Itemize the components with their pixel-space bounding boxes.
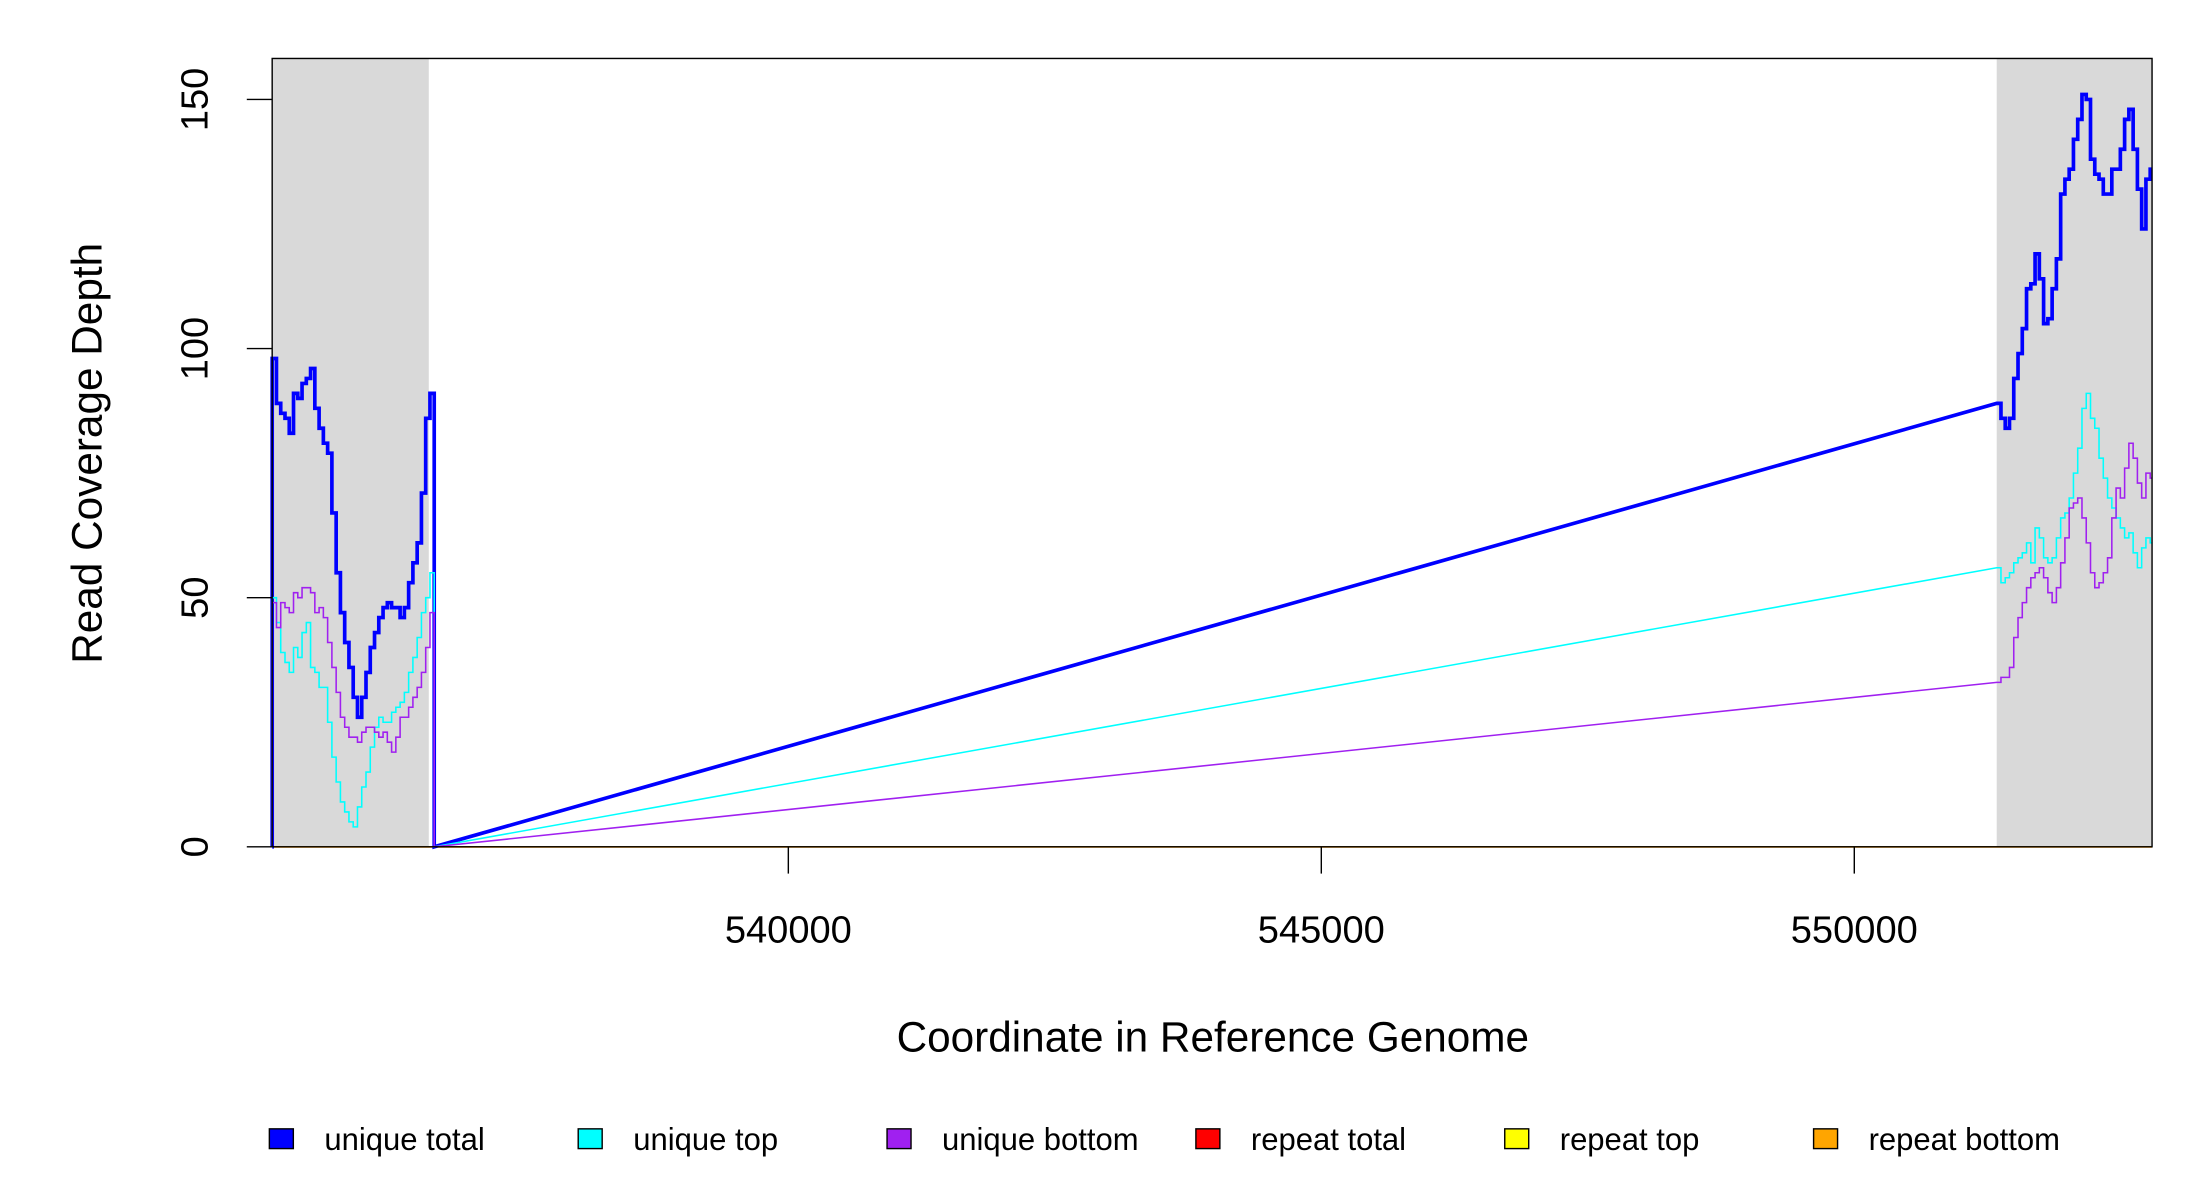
- x-axis: 540000 545000 550000: [725, 846, 1918, 952]
- legend-item: unique bottom: [886, 1122, 1139, 1157]
- legend-swatch: [577, 1128, 603, 1150]
- y-axis: 0 50 100 150: [174, 68, 273, 857]
- legend-label: unique bottom: [942, 1122, 1139, 1157]
- legend-label: repeat total: [1251, 1122, 1406, 1157]
- y-tick-label: 50: [174, 577, 216, 619]
- shaded-region-2: [1996, 58, 2152, 847]
- legend-swatch: [1195, 1128, 1221, 1150]
- legend: unique total unique top unique bottom repea…: [268, 1122, 2060, 1157]
- legend-item: unique total: [268, 1122, 485, 1157]
- legend-swatch: [1504, 1128, 1530, 1150]
- x-tick-label: 545000: [1258, 910, 1385, 952]
- series-unique-top: [271, 392, 2153, 848]
- legend-item: repeat bottom: [1812, 1122, 2060, 1157]
- x-axis-title: Coordinate in Reference Genome: [897, 1013, 1529, 1060]
- x-tick-label: 550000: [1791, 910, 1918, 952]
- series-unique-bottom: [271, 442, 2153, 848]
- y-tick-label: 0: [174, 836, 216, 857]
- shaded-region-1: [272, 58, 429, 847]
- legend-label: repeat top: [1560, 1122, 1700, 1157]
- y-tick-label: 100: [174, 317, 216, 381]
- y-axis-title: Read Coverage Depth: [64, 243, 111, 664]
- legend-swatch: [1812, 1128, 1839, 1150]
- x-tick-label: 540000: [725, 910, 852, 952]
- legend-label: unique top: [633, 1122, 778, 1157]
- series-unique-total: [270, 92, 2153, 850]
- y-tick-label: 150: [174, 68, 216, 132]
- legend-swatch: [268, 1128, 295, 1150]
- legend-item: repeat top: [1504, 1122, 1700, 1157]
- legend-item: repeat total: [1195, 1122, 1406, 1157]
- legend-swatch: [886, 1128, 912, 1150]
- plot-frame: [271, 57, 2153, 848]
- legend-label: unique total: [324, 1122, 484, 1157]
- legend-item: unique top: [577, 1122, 778, 1157]
- series-lines: [270, 92, 2153, 850]
- shaded-regions: [272, 58, 2152, 847]
- legend-label: repeat bottom: [1869, 1122, 2060, 1157]
